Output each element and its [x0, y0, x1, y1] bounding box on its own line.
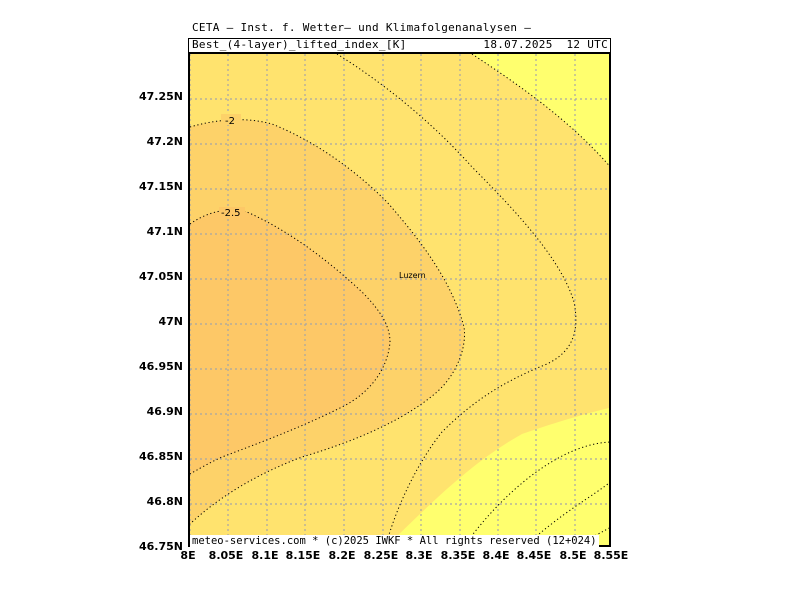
contour-neg2	[190, 119, 466, 525]
contour-label-neg2p5: -2.5	[221, 208, 241, 219]
lon-label: 8.45E	[516, 549, 552, 562]
grid-lines	[190, 54, 609, 545]
lat-label: 47N	[158, 315, 183, 328]
contour-neg1p5	[336, 54, 577, 545]
map-canvas: -2 -2.5 Luzern	[190, 54, 609, 545]
contour-label-bg	[219, 207, 245, 218]
lon-label: 8.4E	[482, 549, 510, 562]
header-box	[188, 38, 611, 52]
header-datetime: 18.07.2025 12 UTC	[483, 38, 608, 51]
footer-copyright: meteo-services.com * (c)2025 IWKF * All …	[190, 535, 599, 547]
contour-label-bg	[221, 114, 241, 125]
lon-label: 8.2E	[328, 549, 356, 562]
header-institute: CETA – Inst. f. Wetter– und Klimafolgena…	[192, 21, 532, 34]
lon-label: 8.3E	[405, 549, 433, 562]
lon-label: 8E	[180, 549, 196, 562]
lon-label: 8.15E	[285, 549, 321, 562]
header-variable: Best_(4-layer)_lifted_index_[K]	[192, 38, 407, 51]
lat-label: 46.95N	[139, 360, 183, 373]
lon-label: 8.05E	[208, 549, 244, 562]
lat-label: 47.05N	[139, 270, 183, 283]
lat-label: 46.9N	[146, 405, 183, 418]
lat-label: 46.85N	[139, 450, 183, 463]
band-gt-neg1p5-top	[472, 54, 609, 166]
contour-label-neg2: -2	[225, 116, 235, 127]
lon-label: 8.1E	[251, 549, 279, 562]
lat-label: 47.25N	[139, 90, 183, 103]
lat-label: 47.2N	[146, 135, 183, 148]
lon-label: 8.35E	[440, 549, 476, 562]
lat-label: 47.1N	[146, 225, 183, 238]
band-gt-neg1p5-bottom	[388, 407, 609, 545]
contour-neg1-lower	[464, 441, 609, 545]
lon-label: 8.55E	[593, 549, 629, 562]
band-lt-neg2p5	[190, 210, 390, 475]
lon-label: 8.25E	[363, 549, 399, 562]
map-frame: -2 -2.5 Luzern	[188, 52, 611, 547]
lon-label: 8.5E	[559, 549, 587, 562]
city-label-luzern: Luzern	[399, 271, 426, 280]
lat-label: 46.75N	[139, 540, 183, 553]
lat-label: 47.15N	[139, 180, 183, 193]
lat-label: 46.8N	[146, 495, 183, 508]
